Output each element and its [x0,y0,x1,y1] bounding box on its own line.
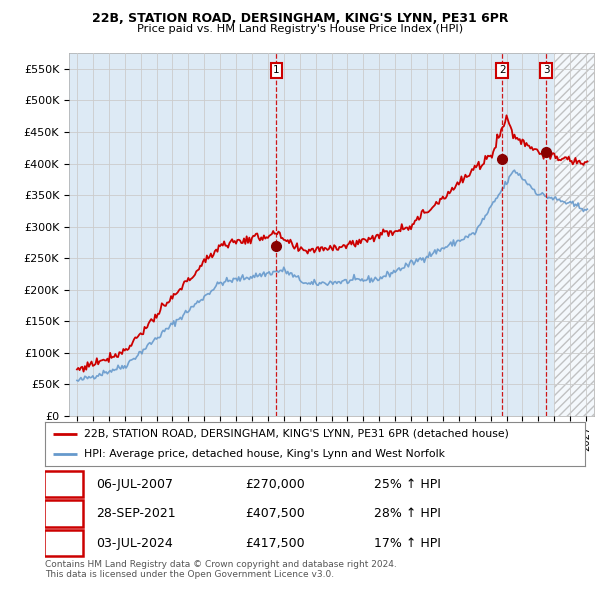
Text: 2: 2 [499,65,506,75]
FancyBboxPatch shape [44,500,83,527]
Text: 2: 2 [59,507,68,520]
Text: 25% ↑ HPI: 25% ↑ HPI [374,477,441,491]
Text: 3: 3 [59,536,68,549]
Text: HPI: Average price, detached house, King's Lynn and West Norfolk: HPI: Average price, detached house, King… [85,449,445,459]
FancyBboxPatch shape [44,530,83,556]
Text: 1: 1 [59,477,68,491]
Text: 06-JUL-2007: 06-JUL-2007 [96,477,173,491]
Text: 22B, STATION ROAD, DERSINGHAM, KING'S LYNN, PE31 6PR: 22B, STATION ROAD, DERSINGHAM, KING'S LY… [92,12,508,25]
Text: 03-JUL-2024: 03-JUL-2024 [96,536,173,549]
Text: Contains HM Land Registry data © Crown copyright and database right 2024.
This d: Contains HM Land Registry data © Crown c… [45,560,397,579]
Text: 28% ↑ HPI: 28% ↑ HPI [374,507,441,520]
Text: 28-SEP-2021: 28-SEP-2021 [96,507,176,520]
FancyBboxPatch shape [44,471,83,497]
Text: 3: 3 [543,65,550,75]
Text: Price paid vs. HM Land Registry's House Price Index (HPI): Price paid vs. HM Land Registry's House … [137,24,463,34]
Text: 17% ↑ HPI: 17% ↑ HPI [374,536,441,549]
Text: 22B, STATION ROAD, DERSINGHAM, KING'S LYNN, PE31 6PR (detached house): 22B, STATION ROAD, DERSINGHAM, KING'S LY… [85,429,509,439]
Text: 1: 1 [273,65,280,75]
Text: £407,500: £407,500 [245,507,305,520]
Text: £417,500: £417,500 [245,536,304,549]
Text: £270,000: £270,000 [245,477,305,491]
